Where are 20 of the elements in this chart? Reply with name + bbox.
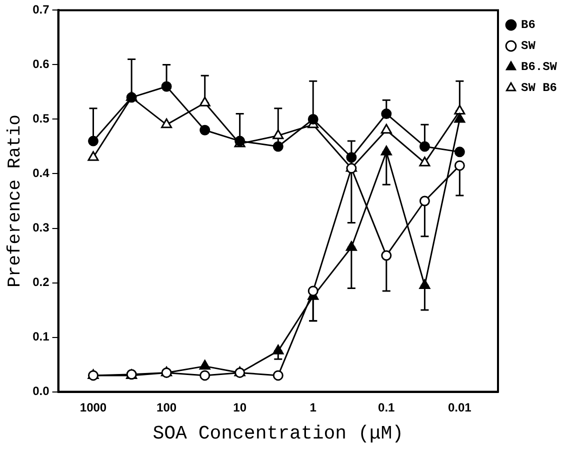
y-tick-label: 0.2 — [32, 275, 50, 290]
y-axis-title: Preference Ratio — [6, 114, 26, 288]
y-tick-label: 0.0 — [32, 384, 50, 398]
y-tick-label: 0.6 — [32, 57, 50, 72]
x-axis-title: SOA Concentration (μM) — [152, 422, 404, 445]
legend-label: SW — [520, 39, 536, 54]
y-tick-label: 0.7 — [32, 2, 50, 17]
x-tick-label: 100 — [156, 400, 177, 414]
y-tick-label: 0.4 — [32, 166, 50, 180]
legend-label: B6.SW — [520, 60, 558, 74]
y-tick-label: 0.5 — [32, 112, 50, 126]
y-tick-label: 0.3 — [32, 220, 50, 235]
x-tick-label: 10 — [233, 400, 247, 414]
x-tick-label: 0.01 — [448, 400, 472, 414]
legend-label: SW B6 — [520, 81, 558, 96]
x-tick-label: 0.1 — [378, 400, 396, 414]
x-tick-label: 1000 — [80, 400, 107, 414]
x-tick-label: 1 — [310, 400, 317, 414]
legend-label: B6 — [520, 18, 536, 32]
y-tick-label: 0.1 — [32, 330, 50, 344]
